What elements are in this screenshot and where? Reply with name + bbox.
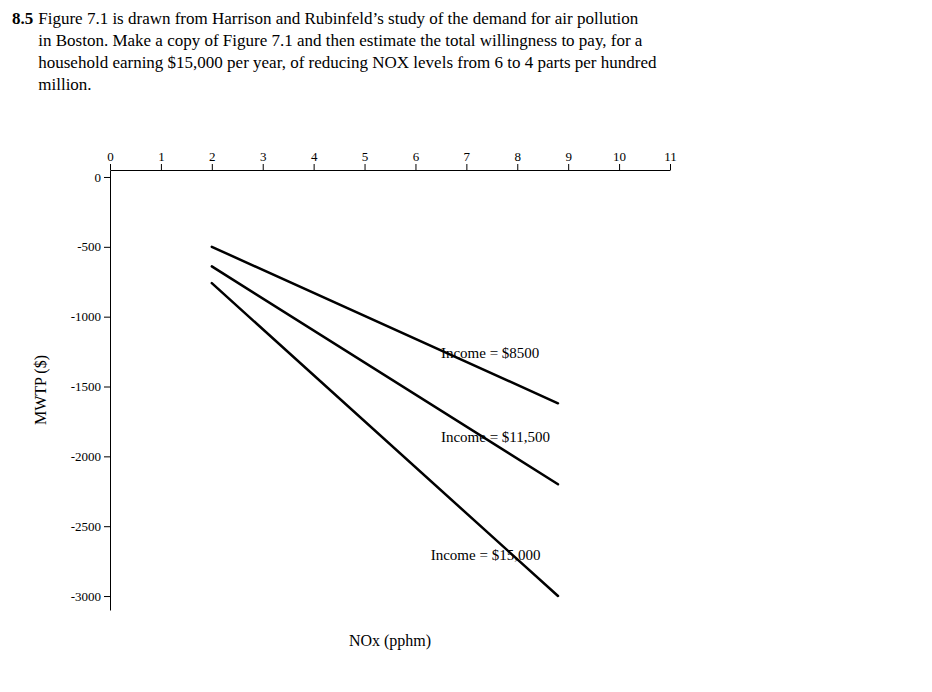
annotation: Income = $11,500 — [441, 429, 550, 445]
y-tick: -500 — [77, 239, 110, 254]
tick-mark — [263, 164, 264, 170]
tick-label: -2500 — [71, 519, 101, 534]
tick-mark — [161, 164, 162, 170]
tick-label: 9 — [565, 149, 572, 164]
tick-label: 10 — [613, 149, 626, 164]
x-tick: 7 — [464, 149, 471, 170]
annotations: Income = $8500 Income = $11,500 Income = $… — [431, 345, 550, 564]
title: 8.5 — [12, 9, 33, 28]
tick-label: 2 — [209, 149, 216, 164]
axis-line — [110, 171, 111, 611]
subtitle-line: in Boston. Make a copy of Figure 7.1 and… — [38, 31, 643, 50]
subtitle: Figure 7.1 is drawn from Harrison and Ru… — [38, 9, 657, 94]
y-tick: 0 — [95, 170, 111, 185]
tick-mark — [568, 164, 569, 170]
x-tick: 3 — [260, 149, 267, 170]
x-tick: 9 — [565, 149, 572, 170]
tick-mark — [104, 456, 110, 457]
y-axis-title: MWTP ($) — [32, 355, 50, 425]
subtitle-line: million. — [38, 75, 91, 94]
tick-label: 1 — [158, 149, 165, 164]
annotation: Income = $15,000 — [431, 547, 541, 563]
tick-label: 4 — [311, 149, 318, 164]
tick-mark — [517, 164, 518, 170]
y-tick: -1000 — [71, 309, 110, 324]
y-tick: -2000 — [71, 449, 110, 464]
series-line — [212, 266, 558, 484]
x-tick: 5 — [362, 149, 369, 170]
tick-label: 3 — [260, 149, 267, 164]
x-tick: 2 — [209, 149, 216, 170]
tick-label: 0 — [107, 149, 114, 164]
tick-label: -1500 — [71, 379, 101, 394]
x-tick: 1 — [158, 149, 165, 170]
tick-label: 8 — [515, 149, 522, 164]
y-tick: -2500 — [71, 519, 110, 534]
x-axis-title: NOx (pphm) — [349, 632, 431, 650]
tick-mark — [104, 526, 110, 527]
series-line — [212, 247, 558, 403]
tick-mark — [365, 164, 366, 170]
tick-mark — [466, 164, 467, 170]
tick-label: -3000 — [71, 589, 101, 604]
x-tick: 4 — [311, 149, 318, 170]
x-axis: 0 1 2 3 4 5 6 7 8 9 10 11 — [107, 149, 677, 171]
tick-label: 5 — [362, 149, 369, 164]
subtitle-line: household earning $15,000 per year, of r… — [38, 53, 657, 72]
tick-label: -1000 — [71, 309, 101, 324]
subtitle-line: Figure 7.1 is drawn from Harrison and Ru… — [38, 9, 639, 28]
chart: 8.5 Figure 7.1 is drawn from Harrison and… — [0, 0, 932, 692]
y-axis: 0 -500 -1000 -1500 -2000 -2500 -3000 — [71, 170, 111, 611]
tick-mark — [104, 387, 110, 388]
y-tick: -3000 — [71, 589, 110, 604]
annotation: Income = $8500 — [441, 345, 539, 361]
tick-label: -2000 — [71, 449, 101, 464]
x-tick: 0 — [107, 149, 114, 170]
tick-mark — [619, 164, 620, 170]
tick-label: 11 — [664, 149, 677, 164]
tick-mark — [104, 596, 110, 597]
x-tick: 10 — [613, 149, 626, 170]
x-tick: 6 — [413, 149, 420, 170]
lines — [212, 247, 558, 596]
tick-label: 7 — [464, 149, 471, 164]
y-tick: -1500 — [71, 379, 110, 394]
series-line — [212, 283, 558, 596]
tick-label: -500 — [77, 239, 101, 254]
tick-label: 6 — [413, 149, 420, 164]
tick-mark — [670, 164, 671, 170]
x-tick: 11 — [664, 149, 677, 170]
tick-mark — [104, 247, 110, 248]
tick-label: 0 — [95, 170, 102, 185]
tick-mark — [212, 164, 213, 170]
axis-line — [111, 170, 671, 171]
tick-mark — [110, 164, 111, 170]
tick-mark — [104, 317, 110, 318]
tick-mark — [314, 164, 315, 170]
plot: 0 1 2 3 4 5 6 7 8 9 10 11 0 -500 -1000 -1500 -2000 -2500 -… — [32, 149, 677, 650]
tick-mark — [104, 177, 110, 178]
x-tick: 8 — [515, 149, 522, 170]
tick-mark — [415, 164, 416, 170]
